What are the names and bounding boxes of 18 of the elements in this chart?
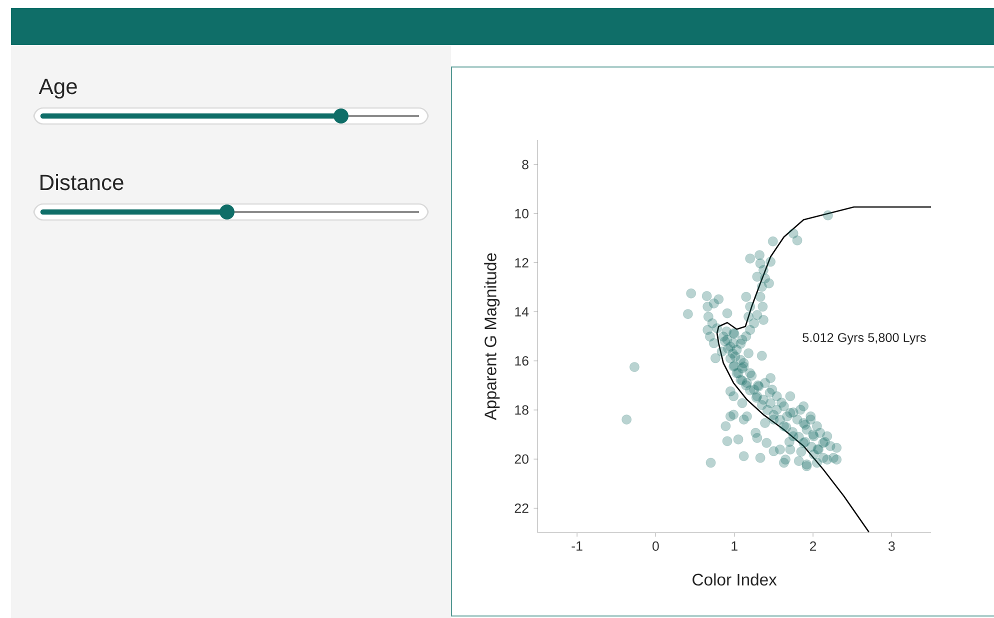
y-tick-label: 8 [522,160,528,170]
text: Distance [40,174,124,190]
y-tick-label: 12 [515,258,528,268]
x-tick-label: 1 [732,541,738,551]
y-tick-label: 10 [515,208,528,218]
y-tick-label: 14 [515,307,529,316]
y-tick-label: 16 [515,356,528,366]
text: Age [38,78,77,99]
y-axis-title: Apparent G Magnitude [484,253,500,420]
x-axis-title: Color Index [692,573,777,586]
x-tick-label: 0 [652,541,659,551]
annotation: 5.012 Gyrs 5,800 Lyrs [802,333,926,345]
x-tick-label: -1 [572,541,582,551]
y-tick-label: 22 [514,504,528,513]
y-tick-label: 20 [514,454,528,464]
y-tick-label: 18 [515,405,528,415]
x-tick-label: 2 [810,541,816,551]
x-tick-label: 3 [888,541,895,551]
